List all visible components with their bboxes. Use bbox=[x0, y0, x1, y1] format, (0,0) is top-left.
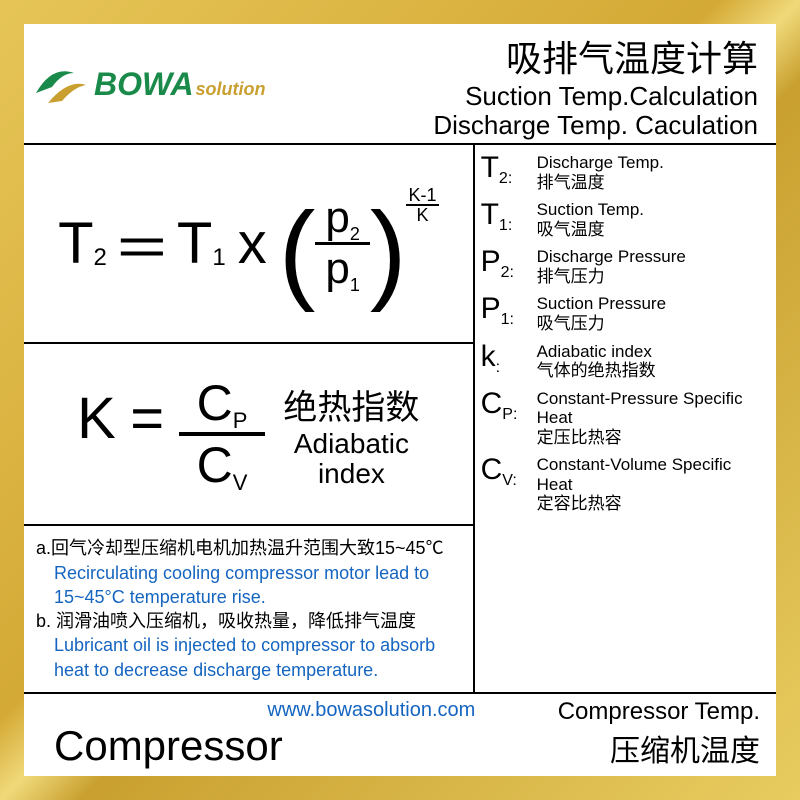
brand-name-light: solution bbox=[196, 79, 266, 99]
note-b-cn: b. 润滑油喷入压缩机，吸收热量，降低排气温度 bbox=[36, 609, 461, 633]
brand-url: www.bowasolution.com bbox=[34, 699, 475, 722]
title-block: 吸排气温度计算 Suction Temp.Calculation Dischar… bbox=[324, 30, 766, 139]
note-b-en: Lubricant oil is injected to compressor … bbox=[36, 633, 461, 682]
compressor-temp-en: Compressor Temp. bbox=[475, 698, 760, 726]
footer-left: www.bowasolution.com Compressor bbox=[34, 699, 475, 770]
title-en-2: Discharge Temp. Caculation bbox=[324, 111, 758, 140]
legend-column: T2:Discharge Temp.排气温度 T1:Suction Temp.吸… bbox=[473, 145, 776, 692]
notes-block: a.回气冷却型压缩机电机加热温升范围大致15~45℃ Recirculating… bbox=[24, 524, 473, 692]
legend-row: T2:Discharge Temp.排气温度 bbox=[481, 153, 770, 192]
main-grid: T2 ＝ T1 x ( p2 p1 ) K-1 K bbox=[24, 143, 776, 694]
left-column: T2 ＝ T1 x ( p2 p1 ) K-1 K bbox=[24, 145, 473, 692]
title-cn: 吸排气温度计算 bbox=[324, 30, 758, 82]
content-panel: BOWAsolution 吸排气温度计算 Suction Temp.Calcul… bbox=[24, 24, 776, 776]
legend-row: CP:Constant-Pressure Specific Heat定压比热容 bbox=[481, 389, 770, 448]
gold-frame: BOWAsolution 吸排气温度计算 Suction Temp.Calcul… bbox=[0, 0, 800, 800]
cp-cv-fraction: CP CV bbox=[179, 374, 266, 494]
footer-right: Compressor Temp. 压缩机温度 bbox=[475, 698, 766, 770]
legend-row: CV:Constant-Volume Specific Heat定容比热容 bbox=[481, 455, 770, 514]
swoosh-icon bbox=[34, 63, 88, 107]
header: BOWAsolution 吸排气温度计算 Suction Temp.Calcul… bbox=[24, 24, 776, 139]
brand-logo: BOWAsolution bbox=[34, 30, 324, 139]
exponent: K-1 K bbox=[406, 184, 438, 224]
legend-row: P2:Discharge Pressure排气压力 bbox=[481, 247, 770, 286]
paren-close: ) bbox=[370, 219, 407, 285]
compressor-temp-cn: 压缩机温度 bbox=[475, 726, 760, 770]
formula-k: K = CP CV 绝热指数 Adiabatic index bbox=[24, 342, 473, 524]
k-equation: K = CP CV bbox=[77, 374, 265, 494]
compressor-label: Compressor bbox=[34, 722, 475, 770]
brand-text: BOWAsolution bbox=[94, 66, 266, 103]
paren-open: ( bbox=[279, 219, 316, 285]
pressure-fraction: p2 p1 bbox=[315, 194, 370, 293]
legend-row: P1:Suction Pressure吸气压力 bbox=[481, 294, 770, 333]
note-a-en: Recirculating cooling compressor motor l… bbox=[36, 561, 461, 610]
title-en-1: Suction Temp.Calculation bbox=[324, 82, 758, 111]
note-a-cn: a.回气冷却型压缩机电机加热温升范围大致15~45℃ bbox=[36, 536, 461, 560]
footer: www.bowasolution.com Compressor Compress… bbox=[24, 694, 776, 776]
legend-row: T1:Suction Temp.吸气温度 bbox=[481, 200, 770, 239]
adiabatic-label: 绝热指数 Adiabatic index bbox=[283, 380, 419, 488]
formula-main: T2 ＝ T1 x ( p2 p1 ) K-1 K bbox=[24, 145, 473, 342]
legend-row: k:Adiabatic index气体的绝热指数 bbox=[481, 342, 770, 381]
brand-name-bold: BOWA bbox=[94, 66, 194, 102]
